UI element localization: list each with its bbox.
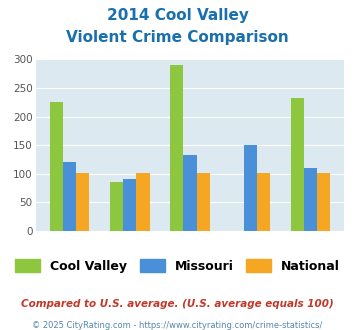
Text: Compared to U.S. average. (U.S. average equals 100): Compared to U.S. average. (U.S. average …	[21, 299, 334, 309]
Bar	[63, 162, 76, 231]
Bar	[183, 155, 197, 231]
Bar	[123, 179, 136, 231]
Text: Violent Crime Comparison: Violent Crime Comparison	[66, 30, 289, 45]
Text: 2014 Cool Valley: 2014 Cool Valley	[106, 8, 248, 23]
Text: © 2025 CityRating.com - https://www.cityrating.com/crime-statistics/: © 2025 CityRating.com - https://www.city…	[32, 321, 323, 330]
Bar	[257, 173, 270, 231]
Bar	[76, 173, 89, 231]
Bar	[304, 168, 317, 231]
Legend: Cool Valley, Missouri, National: Cool Valley, Missouri, National	[15, 259, 340, 273]
Bar	[110, 182, 123, 231]
Bar	[317, 173, 330, 231]
Bar	[50, 102, 63, 231]
Bar	[197, 173, 210, 231]
Bar	[290, 98, 304, 231]
Bar	[136, 173, 149, 231]
Bar	[170, 65, 183, 231]
Bar	[244, 145, 257, 231]
